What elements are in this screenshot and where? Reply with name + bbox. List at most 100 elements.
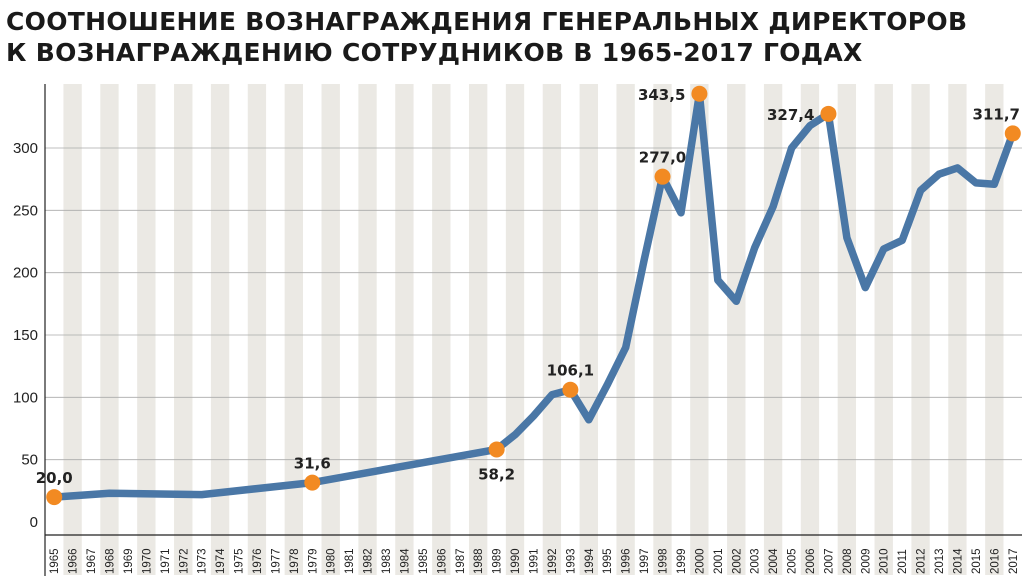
year-band bbox=[598, 84, 617, 575]
data-label: 106,1 bbox=[547, 362, 594, 380]
year-band bbox=[690, 84, 709, 575]
x-tick-label: 1995 bbox=[602, 548, 614, 574]
year-band bbox=[100, 84, 119, 575]
x-tick-label: 2013 bbox=[934, 548, 946, 574]
y-axis-ticks: 0 50 100 150 200 250 300 bbox=[13, 140, 38, 531]
year-band bbox=[174, 84, 193, 575]
y-tick-label: 50 bbox=[21, 452, 38, 469]
y-tick-label: 100 bbox=[13, 389, 38, 406]
x-tick-label: 2015 bbox=[971, 548, 983, 574]
x-tick-label: 2005 bbox=[787, 548, 799, 574]
year-band bbox=[819, 84, 838, 575]
year-band bbox=[155, 84, 175, 575]
x-tick-label: 1966 bbox=[68, 548, 80, 574]
data-label: 343,5 bbox=[638, 86, 685, 104]
y-tick-label: 200 bbox=[13, 265, 38, 282]
x-tick-label: 1996 bbox=[621, 548, 633, 574]
x-tick-label: 1997 bbox=[639, 548, 651, 574]
x-tick-label: 1999 bbox=[676, 548, 688, 574]
chart-title: СООТНОШЕНИЕ ВОЗНАГРАЖДЕНИЯ ГЕНЕРАЛЬНЫХ Д… bbox=[6, 6, 1016, 68]
x-tick-label: 1990 bbox=[510, 548, 522, 574]
x-axis-ticks: 1965 1966 1967 1968 1969 1970 1971 1972 1973 1974… bbox=[49, 548, 1020, 574]
year-band bbox=[395, 84, 414, 575]
x-tick-label: 2008 bbox=[842, 548, 854, 574]
x-tick-label: 1970 bbox=[141, 548, 153, 574]
x-tick-label: 1973 bbox=[197, 548, 209, 574]
year-band bbox=[81, 84, 101, 575]
data-label: 20,0 bbox=[36, 469, 73, 487]
axes bbox=[44, 84, 1022, 576]
x-tick-label: 2006 bbox=[805, 548, 817, 574]
highlight-point bbox=[1004, 125, 1021, 142]
year-band bbox=[763, 84, 783, 575]
year-band bbox=[911, 84, 930, 575]
highlight-point bbox=[691, 85, 708, 102]
y-tick-label: 300 bbox=[13, 140, 38, 157]
year-band bbox=[376, 84, 396, 575]
x-tick-label: 2012 bbox=[916, 548, 928, 574]
year-band bbox=[634, 84, 654, 575]
year-band bbox=[1003, 84, 1022, 575]
data-label: 58,2 bbox=[478, 465, 515, 483]
year-band bbox=[487, 84, 506, 575]
x-tick-label: 1972 bbox=[178, 548, 190, 574]
y-tick-label: 250 bbox=[13, 202, 38, 219]
year-band bbox=[524, 84, 543, 575]
x-tick-label: 1968 bbox=[105, 548, 117, 574]
x-tick-label: 1991 bbox=[529, 548, 541, 574]
year-band bbox=[284, 84, 304, 575]
year-band bbox=[468, 84, 488, 575]
x-tick-label: 1967 bbox=[86, 548, 98, 574]
x-tick-label: 1984 bbox=[399, 548, 411, 574]
year-band bbox=[800, 84, 820, 575]
x-tick-label: 2000 bbox=[694, 548, 706, 574]
y-tick-label: 150 bbox=[13, 327, 38, 344]
year-band bbox=[966, 84, 986, 575]
year-band bbox=[948, 84, 967, 575]
year-band bbox=[929, 84, 949, 575]
year-band bbox=[542, 84, 562, 575]
data-label: 327,4 bbox=[767, 106, 814, 124]
x-tick-label: 1988 bbox=[473, 548, 485, 574]
x-tick-label: 1987 bbox=[455, 548, 467, 574]
x-tick-label: 1998 bbox=[658, 548, 670, 574]
data-label: 31,6 bbox=[294, 455, 331, 473]
year-band bbox=[892, 84, 912, 575]
year-band bbox=[874, 84, 893, 575]
year-band bbox=[727, 84, 746, 575]
year-band bbox=[210, 84, 230, 575]
highlight-point bbox=[304, 474, 321, 491]
year-band bbox=[856, 84, 875, 575]
year-band bbox=[505, 84, 525, 575]
year-band bbox=[985, 84, 1004, 575]
x-tick-label: 1989 bbox=[492, 548, 504, 574]
year-band bbox=[303, 84, 322, 575]
x-tick-label: 2014 bbox=[952, 548, 964, 574]
highlight-point bbox=[46, 489, 63, 506]
x-tick-label: 1969 bbox=[123, 548, 135, 574]
x-tick-label: 2004 bbox=[768, 548, 780, 574]
x-tick-label: 2007 bbox=[823, 548, 835, 574]
chart-title-line-1: СООТНОШЕНИЕ ВОЗНАГРАЖДЕНИЯ ГЕНЕРАЛЬНЫХ Д… bbox=[6, 7, 968, 36]
x-tick-label: 1975 bbox=[234, 548, 246, 574]
data-label: 311,7 bbox=[973, 105, 1020, 123]
year-bands bbox=[45, 84, 1022, 575]
x-tick-label: 1980 bbox=[326, 548, 338, 574]
year-band bbox=[837, 84, 857, 575]
x-tick-label: 1983 bbox=[381, 548, 393, 574]
x-tick-label: 1971 bbox=[160, 548, 172, 574]
x-tick-label: 1994 bbox=[584, 548, 596, 574]
x-tick-label: 1985 bbox=[418, 548, 430, 574]
y-tick-label: 0 bbox=[30, 514, 38, 531]
year-band bbox=[247, 84, 267, 575]
year-band bbox=[266, 84, 285, 575]
x-tick-label: 1982 bbox=[363, 548, 375, 574]
year-band bbox=[413, 84, 433, 575]
chart-title-line-2: К ВОЗНАГРАЖДЕНИЮ СОТРУДНИКОВ В 1965-2017… bbox=[6, 38, 863, 67]
x-tick-label: 1974 bbox=[215, 548, 227, 574]
highlight-markers bbox=[46, 85, 1021, 506]
x-tick-label: 1978 bbox=[289, 548, 301, 574]
x-tick-label: 1981 bbox=[344, 548, 356, 574]
year-band bbox=[63, 84, 82, 575]
